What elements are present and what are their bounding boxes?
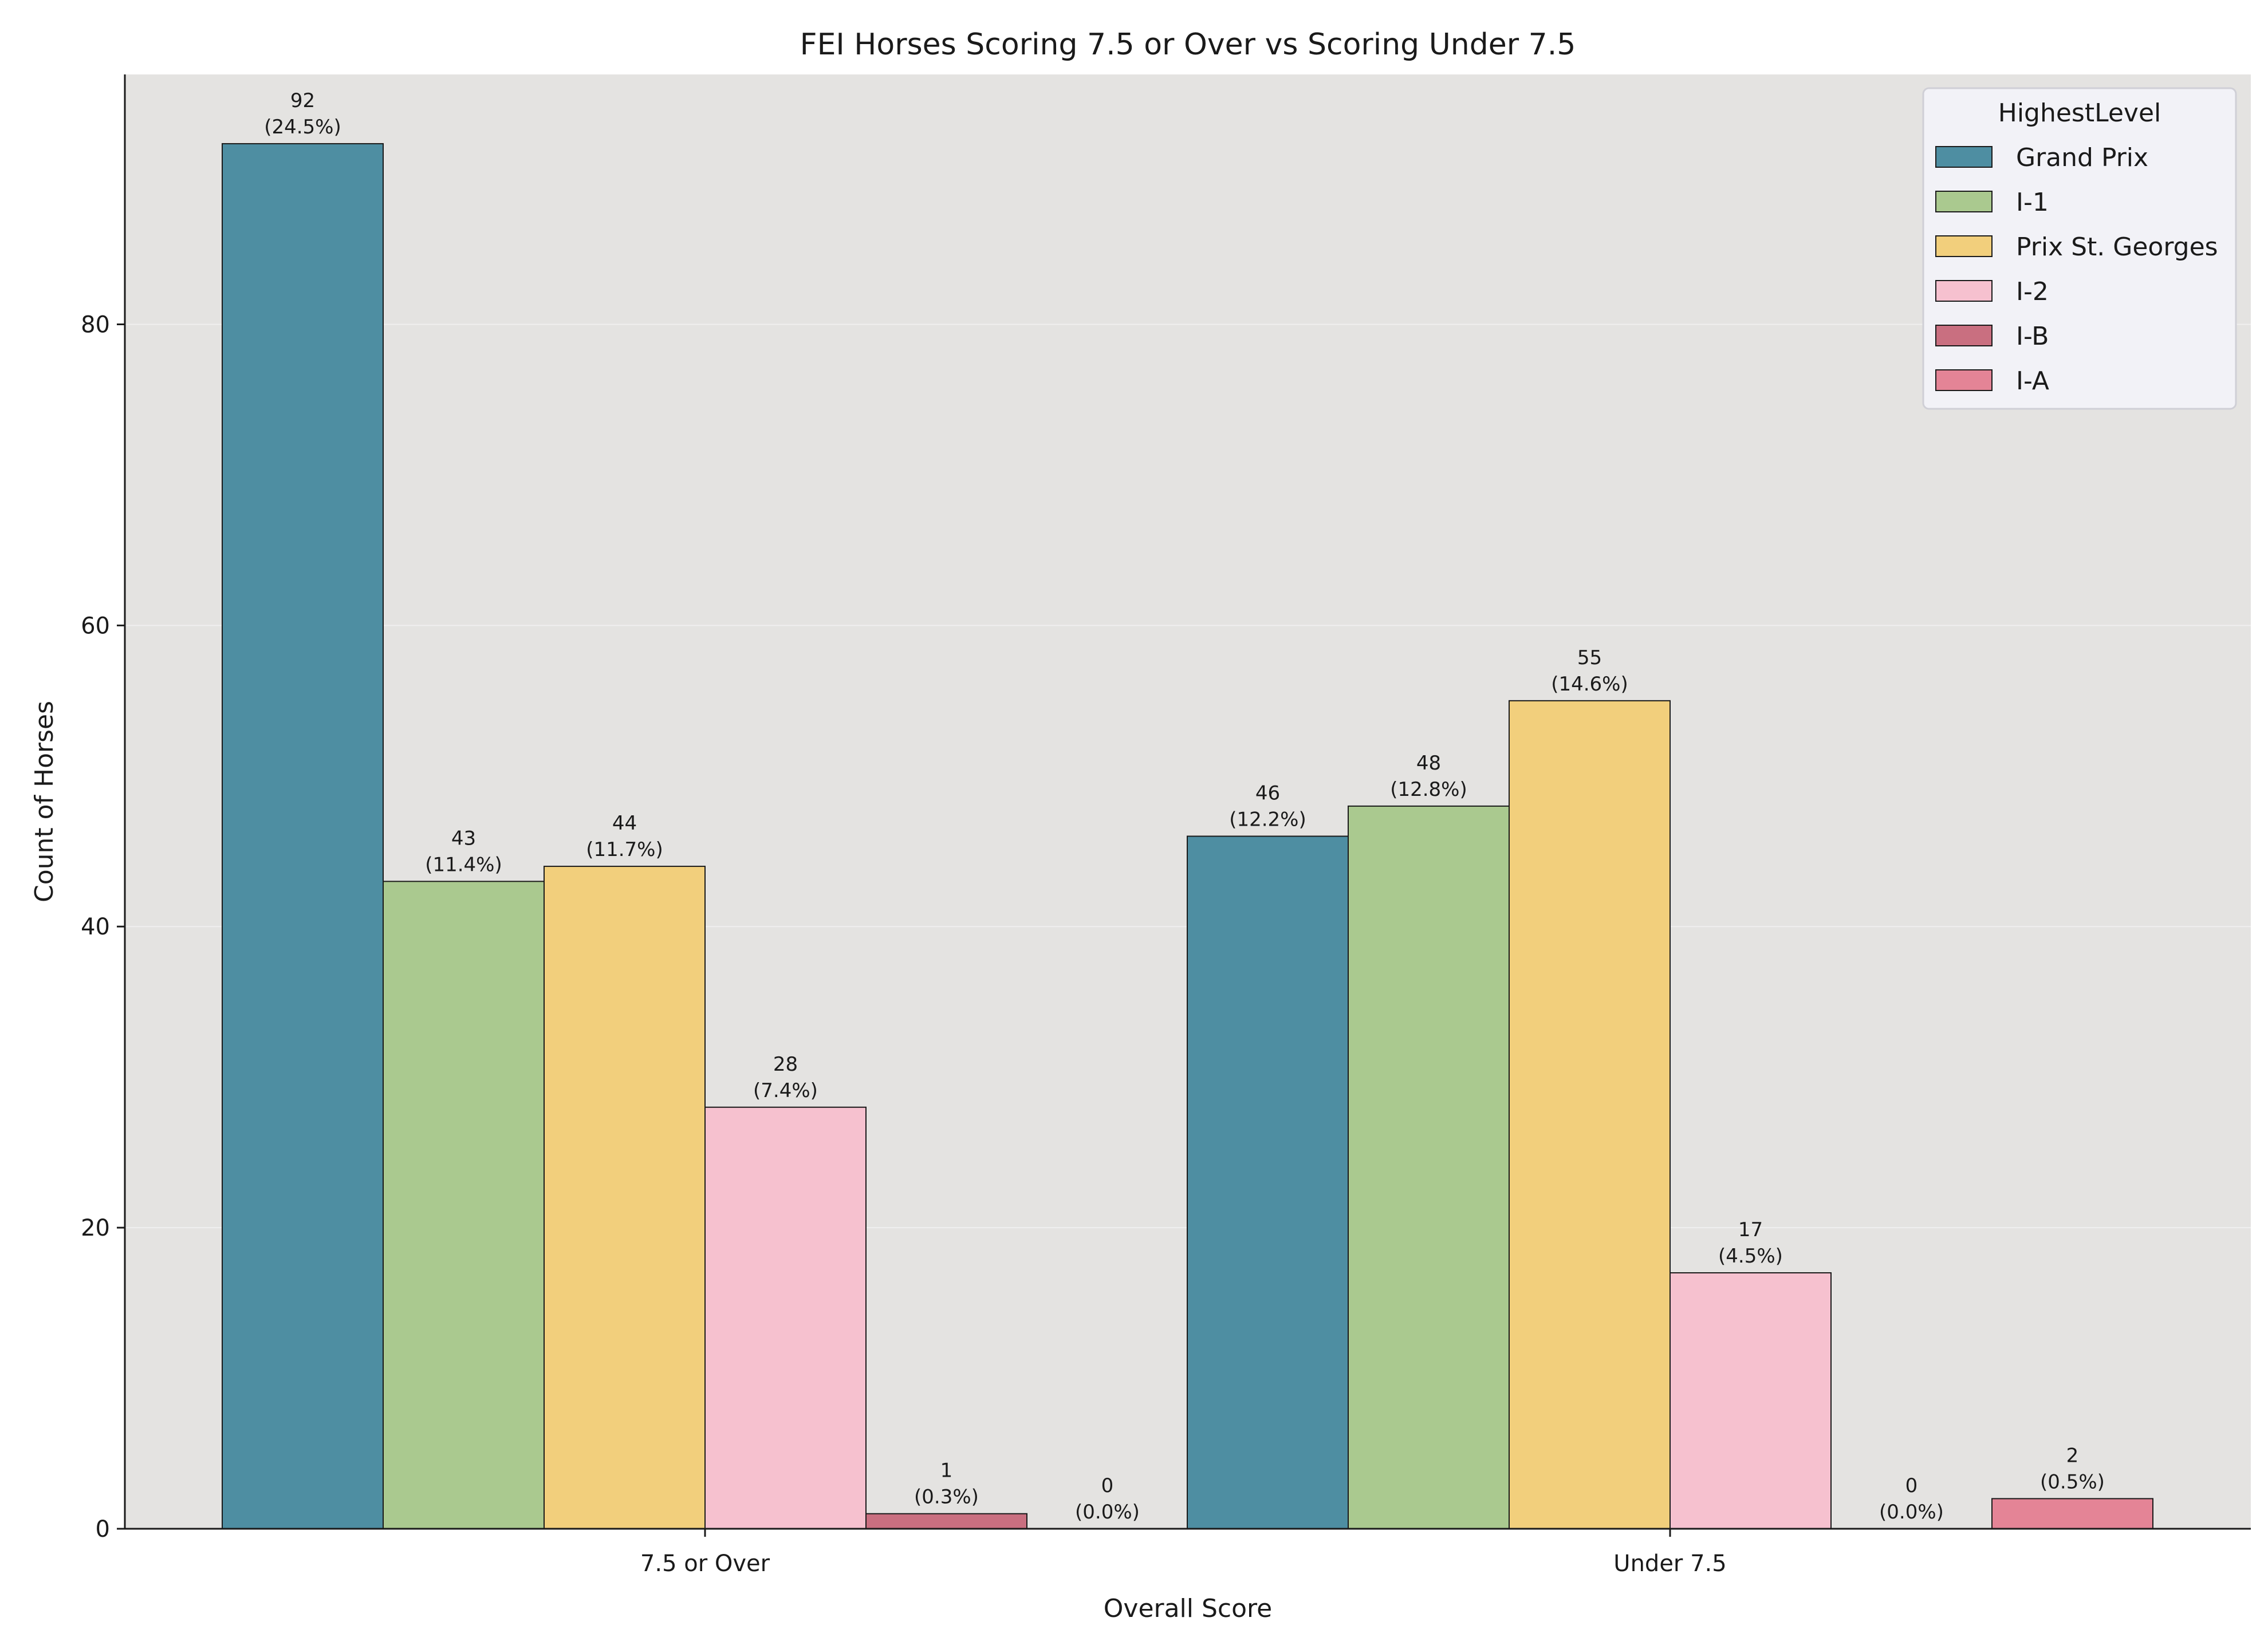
y-tick-label: 60 [81,613,110,639]
legend-label: I-1 [2016,188,2049,217]
bar [1187,835,1349,1529]
bar-value-label: 55 (14.6%) [1551,646,1628,696]
bar [1670,1272,1832,1529]
y-tick-label: 40 [81,914,110,940]
bar [544,866,706,1529]
y-tick-label: 20 [81,1215,110,1241]
bar [865,1513,1027,1530]
legend-label: I-B [2016,322,2049,351]
legend: HighestLevel Grand Prix I-1 Prix St. Georg… [1922,87,2237,410]
legend-swatch [1935,369,1993,391]
bar [222,143,384,1529]
y-axis-label: Count of Horses [30,701,59,902]
bar-value-label: 92 (24.5%) [264,89,341,139]
x-tick-label: Under 7.5 [1613,1551,1726,1577]
bar-value-label: 0 (0.0%) [1075,1474,1140,1524]
bar-value-label: 0 (0.0%) [1879,1474,1944,1524]
legend-box [1922,87,2237,410]
legend-label: Grand Prix [2016,143,2148,172]
bar-value-label: 43 (11.4%) [425,827,502,876]
legend-swatch [1935,191,1993,212]
bar-value-label: 48 (12.8%) [1390,752,1467,801]
bar-value-label: 44 (11.7%) [586,812,663,861]
legend-label: Prix St. Georges [2016,232,2218,262]
bar [1991,1498,2153,1530]
legend-label: I-2 [2016,277,2049,306]
legend-swatch [1935,146,1993,168]
bar-value-label: 46 (12.2%) [1229,782,1306,831]
y-tick-label: 80 [81,311,110,338]
bar-value-label: 17 (4.5%) [1718,1218,1783,1268]
x-tick-label: 7.5 or Over [640,1551,770,1577]
bar [1509,700,1671,1529]
x-ticks: 7.5 or Over Under 7.5 [640,1529,1727,1577]
x-axis-label: Overall Score [1104,1594,1272,1623]
data-labels: 92 (24.5%) 46 (12.2%) 43 (11.4%) 48 (12.8%) 44 (1… [264,89,2105,1524]
bar-value-label: 2 (0.5%) [2040,1444,2105,1493]
chart-title: FEI Horses Scoring 7.5 or Over vs Scorin… [800,27,1576,62]
bar [704,1106,867,1529]
legend-title: HighestLevel [1998,98,2161,128]
legend-label: I-A [2016,366,2049,396]
y-tick-label: 0 [96,1516,110,1543]
bar-value-label: 1 (0.3%) [914,1459,979,1509]
legend-swatch [1935,235,1993,257]
bar [1348,805,1510,1529]
y-ticks: 0 20 40 60 80 [81,311,125,1543]
legend-items: Grand Prix I-1 Prix St. Georges I-2 I-B I-A [1935,143,2218,396]
bar-series [222,143,2153,1530]
legend-swatch [1935,280,1993,302]
legend-swatch [1935,325,1993,346]
bar-value-label: 28 (7.4%) [753,1053,818,1102]
bar [383,881,545,1529]
